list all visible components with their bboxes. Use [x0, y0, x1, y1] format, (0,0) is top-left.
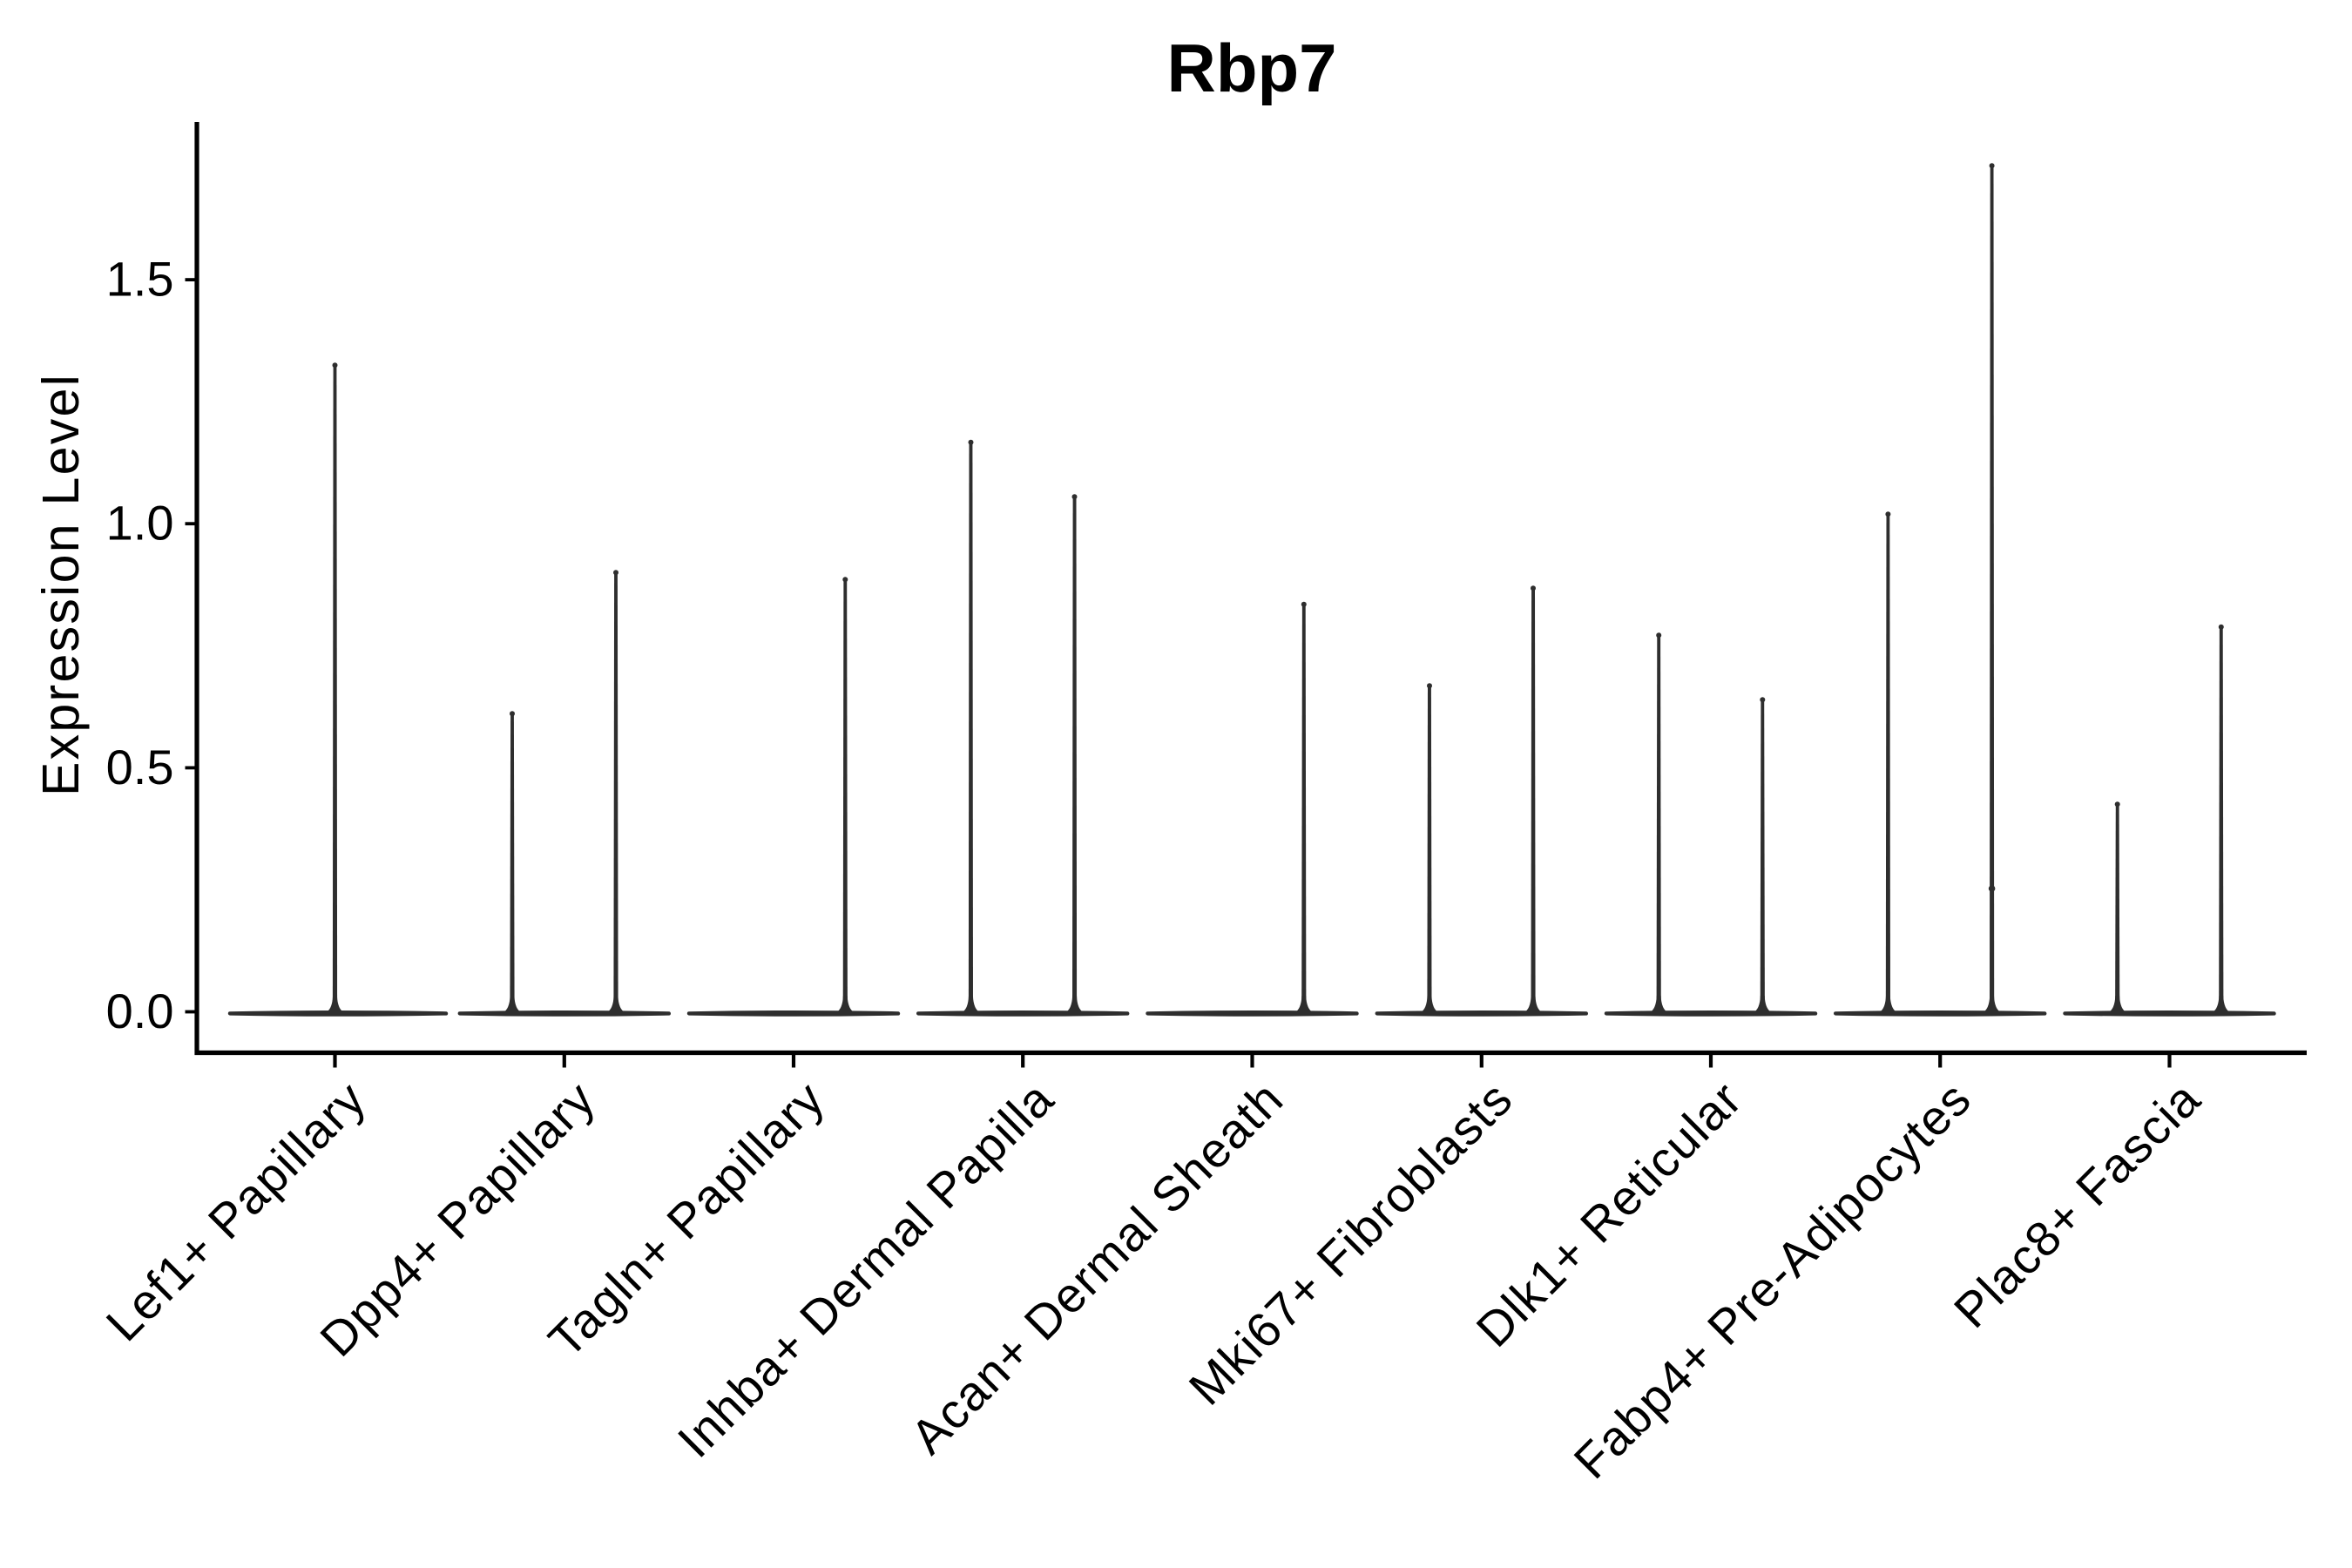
svg-text:0.5: 0.5: [106, 740, 174, 794]
svg-text:0.0: 0.0: [106, 983, 174, 1038]
svg-text:Expression Level: Expression Level: [32, 373, 90, 796]
svg-text:1.0: 1.0: [106, 496, 174, 551]
svg-text:1.5: 1.5: [106, 252, 174, 307]
svg-text:Rbp7: Rbp7: [1167, 30, 1337, 106]
